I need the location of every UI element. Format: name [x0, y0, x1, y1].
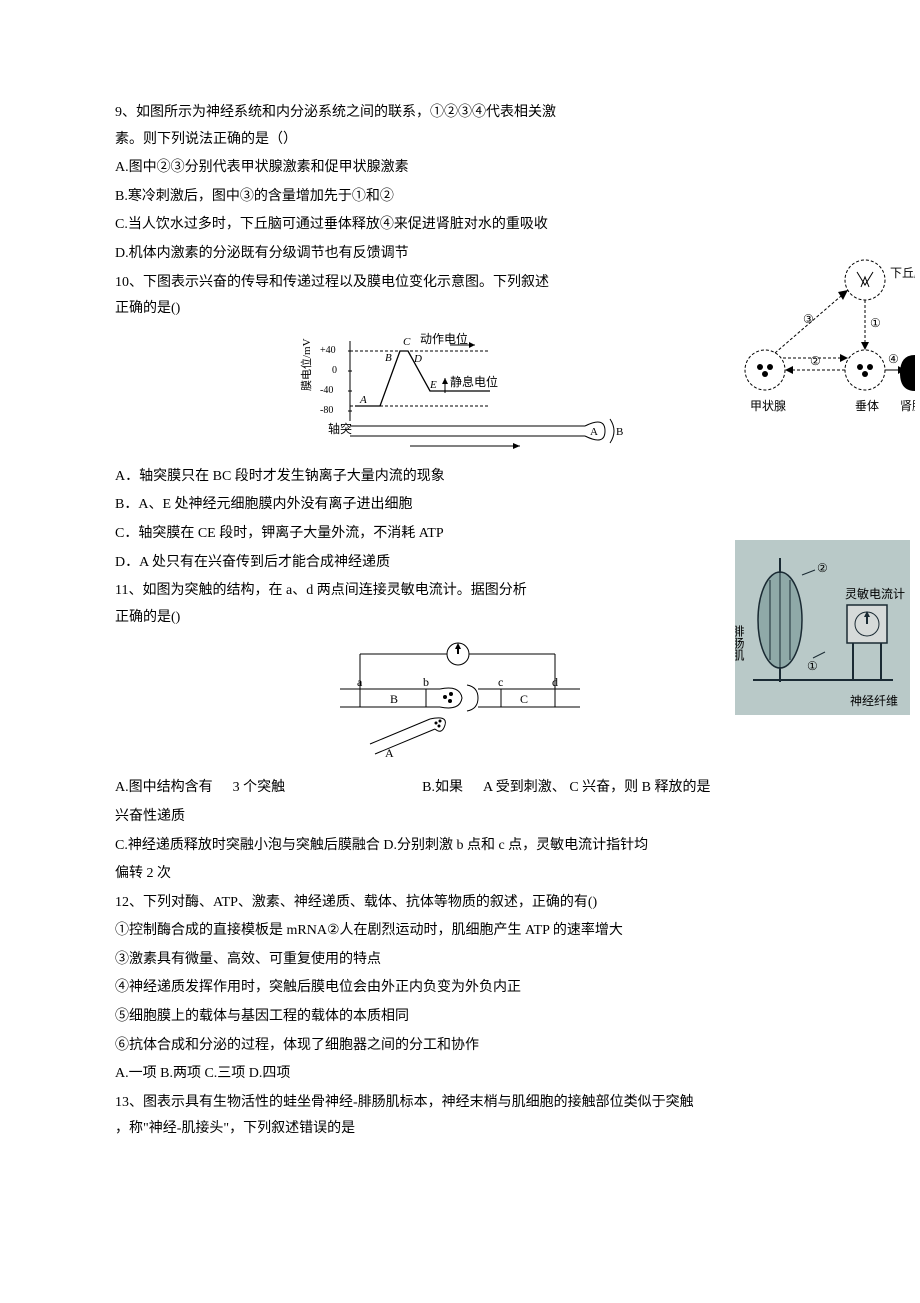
fig4-A: A — [385, 746, 394, 759]
q10-line1: 10、下图表示兴奋的传导和传递过程以及膜电位变化示意图。下列叙述 — [115, 270, 675, 297]
q10-line2: 正确的是() — [115, 296, 675, 323]
label-hypothalamus: 下丘脑 — [890, 266, 915, 280]
label-n3: ③ — [803, 312, 814, 326]
q12-opts: A.一项 B.两项 C.三项 D.四项 — [115, 1061, 805, 1088]
q11-line1: 11、如图为突触的结构，在 a、d 两点间连接灵敏电流计。据图分析 — [115, 578, 675, 605]
fig2-action: 动作电位 — [420, 331, 468, 346]
q9-option-d: D.机体内激素的分泌既有分级调节也有反馈调节 — [115, 241, 675, 268]
label-n4: ④ — [888, 352, 899, 366]
hpt-diagram: 下丘脑 垂体 甲状腺 肾脏 ① ② ③ ④ — [715, 255, 915, 430]
q13-line1: 13、图表示具有生物活性的蛙坐骨神经-腓肠肌标本，神经末梢与肌细胞的接触部位类似… — [115, 1090, 805, 1117]
q11-cd-suffix: 偏转 2 次 — [115, 861, 805, 888]
q11-b-suffix: 兴奋性递质 — [115, 804, 805, 831]
q10-stem: 10、下图表示兴奋的传导和传递过程以及膜电位变化示意图。下列叙述 正确的是() — [115, 270, 675, 323]
q12-s1: ①控制酶合成的直接模板是 mRNA②人在剧烈运动时，肌细胞产生 ATP 的速率增… — [115, 918, 805, 945]
fig2-E: E — [429, 379, 437, 391]
fig4-C: C — [520, 692, 528, 706]
q9-option-c: C.当人饮水过多时，下丘脑可通过垂体释放④来促进肾脏对水的重吸收 — [115, 212, 675, 239]
q12-stem: 12、下列对酶、ATP、激素、神经递质、载体、抗体等物质的叙述，正确的有() — [115, 890, 805, 917]
q13-stem: 13、图表示具有生物活性的蛙坐骨神经-腓肠肌标本，神经末梢与肌细胞的接触部位类似… — [115, 1090, 805, 1143]
q13-line2: ，称"神经-肌接头"，下列叙述错误的是 — [115, 1116, 805, 1143]
q10-option-c: C．轴突膜在 CE 段时，钾离子大量外流，不消耗 ATP — [115, 521, 675, 548]
fig2-axon: 轴突 — [328, 421, 352, 436]
q11-a-part2: 3 个突触 — [233, 780, 286, 795]
fig2-C: C — [403, 336, 411, 348]
fig2-ym80: -80 — [320, 405, 333, 416]
q11-stem: 11、如图为突触的结构，在 a、d 两点间连接灵敏电流计。据图分析 正确的是() — [115, 578, 675, 631]
action-potential-figure: 膜电位/mV +40 0 -40 -80 A B C D E 动作电位 静息电位… — [115, 331, 805, 456]
fig2-rest: 静息电位 — [450, 374, 498, 389]
fig3-galv-label: 灵敏电流计 — [845, 586, 905, 601]
q9-option-b: B.寒冷刺激后，图中③的含量增加先于①和② — [115, 184, 675, 211]
q9-option-a: A.图中②③分别代表甲状腺激素和促甲状腺激素 — [115, 155, 675, 182]
fig4-a: a — [357, 675, 363, 689]
fig2-D: D — [413, 353, 422, 365]
q11-option-ab: A.图中结构含有 3 个突触 B.如果 A 受到刺激、 C 兴奋，则 B 释放的是 — [115, 775, 805, 802]
label-kidney: 肾脏 — [900, 398, 915, 413]
label-thyroid: 甲状腺 — [750, 399, 786, 413]
fig3-nerve-label: 神经纤维 — [850, 694, 898, 708]
q11-b-part4: B 释放的是 — [642, 780, 711, 795]
q11-a-part1: A.图中结构含有 — [115, 780, 213, 795]
fig4-d: d — [552, 675, 558, 689]
fig4-b: b — [423, 675, 429, 689]
fig2-ylabel: 膜电位/mV — [299, 338, 313, 391]
q11-option-cd: C.神经递质释放时突融小泡与突触后膜融合 D.分别刺激 b 点和 c 点，灵敏电… — [115, 833, 805, 860]
fig4-c: c — [498, 675, 503, 689]
fig2-syn-a: A — [590, 426, 598, 438]
q10-option-d: D．A 处只有在兴奋传到后才能合成神经递质 — [115, 550, 675, 577]
fig2-y40: +40 — [320, 345, 336, 356]
synapse-figure: a b c d B C A — [115, 639, 805, 759]
fig2-B: B — [385, 352, 392, 364]
q10-option-b: B．A、E 处神经元细胞膜内外没有离子进出细胞 — [115, 492, 675, 519]
q12-s4: ⑤细胞膜上的载体与基因工程的载体的本质相同 — [115, 1004, 805, 1031]
label-pituitary: 垂体 — [855, 399, 879, 413]
fig2-A: A — [359, 394, 367, 406]
fig4-B: B — [390, 692, 398, 706]
q11-b-part1: B.如果 — [422, 780, 463, 795]
q12-s3: ④神经递质发挥作用时，突触后膜电位会由外正内负变为外负内正 — [115, 975, 805, 1002]
q11-b-part2: A 受到刺激、 — [483, 780, 566, 795]
q12-s2: ③激素具有微量、高效、可重复使用的特点 — [115, 947, 805, 974]
fig2-syn-b: B — [616, 426, 623, 438]
q12-s5: ⑥抗体合成和分泌的过程，体现了细胞器之间的分工和协作 — [115, 1033, 805, 1060]
fig2-y0: 0 — [332, 365, 337, 376]
q11-b-part3: C 兴奋，则 — [569, 780, 638, 795]
label-n2: ② — [810, 354, 821, 368]
label-n1: ① — [870, 316, 881, 330]
fig3-muscle-label: 腓肠肌 — [735, 624, 745, 662]
q10-option-a: A．轴突膜只在 BC 段时才发生钠离子大量内流的现象 — [115, 464, 675, 491]
fig3-n2: ② — [817, 561, 828, 575]
gastrocnemius-figure: 腓肠肌 灵敏电流计 ② ① 神经纤维 — [735, 540, 910, 715]
q9-stem: 9、如图所示为神经系统和内分泌系统之间的联系，①②③④代表相关激 素。则下列说法… — [115, 100, 675, 153]
fig3-n1: ① — [807, 659, 818, 673]
q9-line1: 9、如图所示为神经系统和内分泌系统之间的联系，①②③④代表相关激 — [115, 100, 675, 127]
q9-line2: 素。则下列说法正确的是（） — [115, 127, 675, 154]
fig2-ym40: -40 — [320, 385, 333, 396]
q11-line2: 正确的是() — [115, 605, 675, 632]
